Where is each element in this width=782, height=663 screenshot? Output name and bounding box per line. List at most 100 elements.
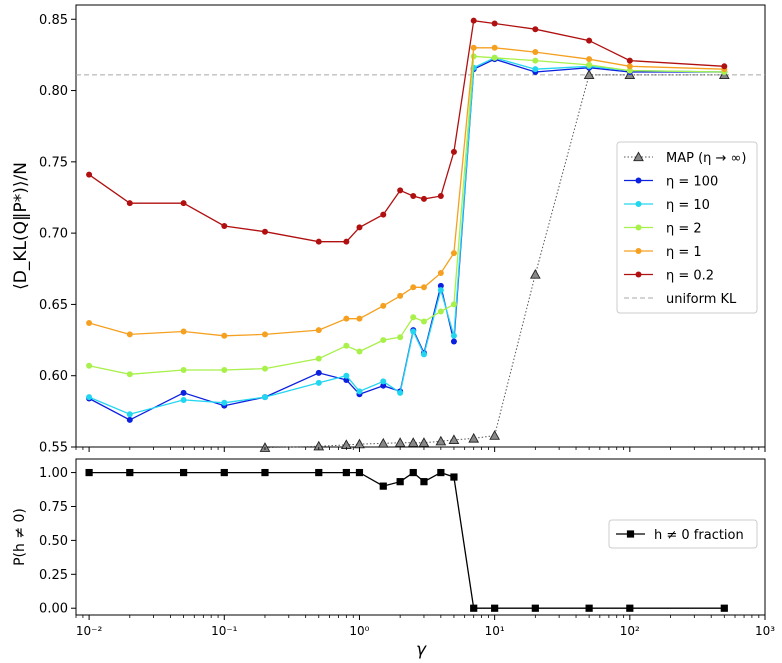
- top-y-axis-label: ⟨D_KL(Q‖P*)⟩/N: [11, 162, 31, 290]
- series-line-map: [264, 74, 725, 449]
- legend-marker: [635, 177, 642, 184]
- data-point-2-11: [420, 318, 427, 325]
- data-point-100-5: [315, 369, 322, 376]
- data-point-1-5: [315, 327, 322, 334]
- data-point-map-6: [407, 437, 419, 447]
- y-tick-label: 0.85: [39, 13, 68, 28]
- data-point-1-12: [437, 270, 444, 277]
- top-legend-box: [616, 141, 758, 314]
- data-point-100-1: [126, 416, 133, 423]
- legend-entry-h-0-fraction: h ≠ 0 fraction: [616, 528, 744, 543]
- data-point-10-12: [437, 287, 444, 294]
- data-point-0-2-13: [450, 148, 457, 155]
- data-point-h-0-fraction-6: [342, 468, 350, 477]
- legend-marker: [633, 151, 644, 162]
- legend-entry-100: η = 100: [624, 175, 718, 190]
- data-point-h-0-fraction-3: [220, 468, 228, 477]
- series-2: [86, 53, 728, 378]
- data-point-0-2-0: [86, 171, 93, 178]
- top-x-ticks: [75, 447, 766, 452]
- legend-entry-2: η = 2: [624, 222, 702, 237]
- data-point-map-7: [418, 437, 430, 447]
- data-point-1-8: [380, 302, 387, 309]
- data-point-10-4: [261, 394, 268, 401]
- data-point-1-17: [586, 56, 593, 63]
- series-line-1: [88, 47, 725, 337]
- data-point-0-2-6: [343, 238, 350, 245]
- y-tick-label: 1.00: [39, 466, 68, 481]
- data-point-0-2-10: [410, 193, 417, 200]
- data-point-h-0-fraction-13: [450, 473, 458, 481]
- data-point-1-16: [532, 49, 539, 56]
- data-point-10-6: [343, 372, 350, 379]
- data-point-2-1: [126, 371, 133, 378]
- top-legend: MAP (η → ∞) η = 100 η = 10 η = 2 η = 1 η = 0.…: [616, 141, 758, 314]
- data-point-map-13: [583, 69, 595, 79]
- x-tick-label: 10⁻²: [76, 624, 103, 638]
- data-point-0-2-2: [180, 200, 187, 207]
- data-point-0-2-19: [721, 63, 728, 70]
- data-point-h-0-fraction-18: [626, 604, 634, 612]
- legend-marker: [635, 224, 642, 231]
- legend-label: h ≠ 0 fraction: [654, 528, 744, 543]
- data-point-h-0-fraction-8: [379, 482, 387, 490]
- data-point-2-16: [532, 57, 539, 64]
- data-point-0-2-8: [380, 211, 387, 218]
- series-1: [86, 44, 728, 339]
- legend-entry-0-2: η = 0.2: [624, 269, 714, 284]
- legend-entry-map: MAP (η → ∞): [624, 151, 746, 166]
- y-tick-label: 0.65: [39, 298, 68, 313]
- data-point-10-3: [221, 399, 228, 406]
- data-point-h-0-fraction-14: [470, 604, 478, 612]
- data-point-h-0-fraction-4: [261, 468, 269, 477]
- y-tick-label: 0.70: [39, 227, 68, 242]
- data-point-2-18: [626, 67, 633, 74]
- data-point-h-0-fraction-15: [491, 604, 499, 612]
- data-point-h-0-fraction-0: [85, 468, 93, 477]
- data-point-2-12: [437, 308, 444, 315]
- series-0-2: [86, 17, 728, 245]
- y-tick-label: 0.60: [39, 369, 68, 384]
- data-point-10-7: [356, 388, 363, 395]
- bottom-series-group: [85, 468, 728, 612]
- data-point-2-7: [356, 348, 363, 355]
- data-point-1-14: [470, 44, 477, 51]
- data-point-1-18: [626, 63, 633, 70]
- data-point-h-0-fraction-7: [355, 468, 364, 477]
- data-point-2-13: [450, 301, 457, 308]
- data-point-0-2-12: [437, 193, 444, 200]
- legend-label: MAP (η → ∞): [666, 151, 746, 166]
- data-point-map-8: [435, 435, 447, 446]
- series-line-2: [88, 55, 725, 375]
- data-point-10-9: [397, 389, 404, 396]
- data-point-0-2-9: [397, 187, 404, 194]
- bottom-y-ticks: 0.00 0.25 0.50 0.75 1.00: [39, 466, 76, 617]
- data-point-10-10: [410, 328, 417, 335]
- data-point-0-2-18: [626, 57, 633, 64]
- data-point-1-13: [450, 250, 457, 257]
- legend-entry-10: η = 10: [624, 198, 710, 213]
- data-point-1-15: [491, 44, 498, 51]
- bottom-x-ticks: 10⁻² 10⁻¹ 10⁰ 10¹ 10² 10³: [75, 615, 775, 638]
- data-point-10-2: [180, 396, 187, 403]
- data-point-h-0-fraction-1: [126, 468, 134, 477]
- y-tick-label: 0.25: [39, 568, 68, 583]
- legend-label: η = 100: [666, 175, 718, 190]
- data-point-100-6: [343, 376, 350, 383]
- data-point-map-5: [394, 437, 406, 447]
- y-tick-label: 0.50: [39, 534, 68, 549]
- legend-marker: [635, 271, 642, 278]
- legend-label: η = 0.2: [666, 269, 714, 284]
- series-line-h-0-fraction: [89, 471, 725, 609]
- y-tick-label: 0.00: [39, 602, 68, 617]
- data-point-0-2-14: [470, 17, 477, 24]
- legend-entry-uniform-kl: uniform KL: [624, 292, 737, 307]
- legend-label: η = 2: [666, 222, 702, 237]
- legend-entry-1: η = 1: [624, 245, 702, 260]
- legend-label: uniform KL: [666, 292, 737, 307]
- data-point-0-2-3: [221, 223, 228, 229]
- data-point-2-3: [221, 367, 228, 374]
- x-tick-label: 10⁰: [349, 624, 369, 638]
- data-point-1-1: [126, 331, 133, 338]
